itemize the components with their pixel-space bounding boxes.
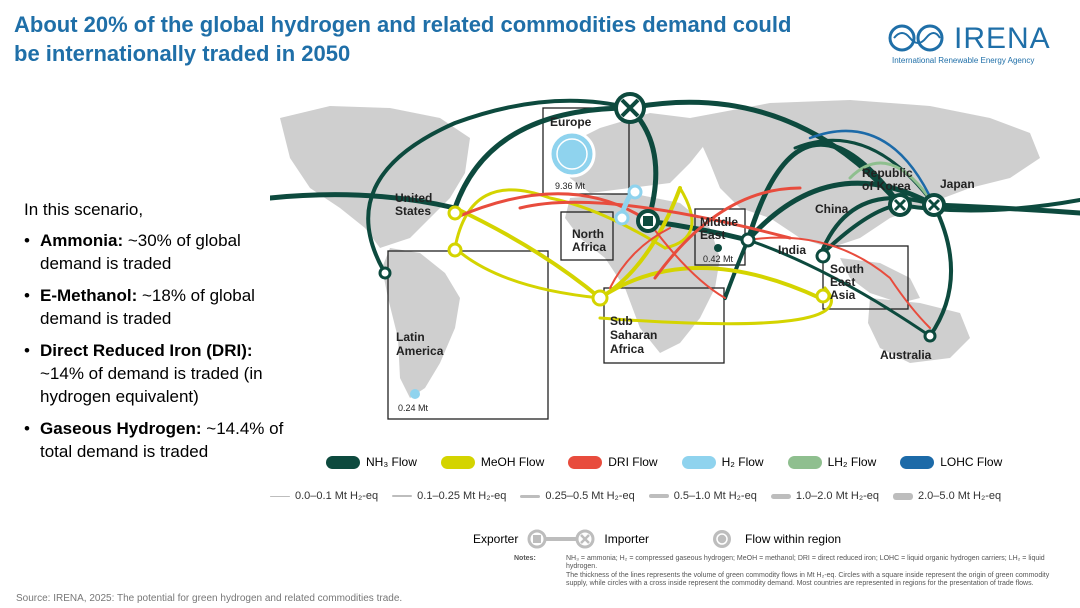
north-africa-box (560, 211, 614, 261)
label-ssa-1: Sub (610, 314, 633, 328)
thickness-2: 0.25–0.5 Mt H₂-eq (520, 490, 635, 502)
south-east-asia-box (822, 245, 909, 310)
middle-east-exporter-node (740, 232, 756, 248)
usa-node (447, 205, 463, 221)
label-north-africa-1: North (572, 227, 604, 241)
middle-east-bubble (714, 244, 722, 252)
north-africa-exporter-node (636, 209, 660, 233)
legend-lohc: LOHC Flow (900, 455, 1002, 469)
within-region-icon (713, 530, 732, 548)
within-region-label: Flow within region (745, 532, 842, 546)
thickness-0: 0.0–0.1 Mt H₂-eq (270, 490, 378, 502)
notes-line-1: NH₃ = ammonia; H₂ = compressed gaseous h… (566, 555, 1045, 571)
label-japan: Japan (940, 177, 975, 191)
korea-importer-node (888, 193, 912, 217)
node-legend: Exporter Importer Flow within region (473, 528, 841, 550)
label-latin-america-2: America (396, 344, 444, 358)
sea-meoh-node (815, 288, 831, 304)
scenario-item-methanol: E-Methanol: ~18% of global demand is tra… (24, 284, 284, 330)
legend-nh3: NH₃ Flow (326, 455, 417, 469)
page-title: About 20% of the global hydrogen and rel… (14, 12, 792, 66)
japan-importer-node (922, 193, 946, 217)
exporter-importer-icon (527, 529, 595, 549)
thickness-1: 0.1–0.25 Mt H₂-eq (392, 490, 506, 502)
label-middle-east-value: 0.42 Mt (703, 254, 734, 264)
lh2-lohc-flows (808, 129, 936, 207)
legend-dri: DRI Flow (568, 455, 658, 469)
label-united-states-1: United (395, 191, 432, 205)
trade-nodes (378, 92, 946, 399)
notes-label: Notes: (514, 555, 536, 562)
scenario-intro: In this scenario, (24, 200, 144, 219)
europe-h2-node-2 (627, 184, 643, 200)
label-middle-east-1: Middle (700, 215, 738, 229)
scenario-panel: In this scenario, Ammonia: ~30% of globa… (24, 198, 284, 472)
label-ssa-2: Saharan (610, 328, 657, 342)
europe-box (542, 107, 630, 195)
importer-label: Importer (604, 532, 650, 546)
latin-america-node (378, 266, 392, 280)
label-australia: Australia (880, 348, 932, 362)
logo-subtitle: International Renewable Energy Agency (892, 56, 1035, 65)
notes: Notes: NH₃ = ammonia; H₂ = compressed ga… (514, 555, 1064, 588)
europe-importer-node (614, 92, 646, 124)
legend-h2: H₂ Flow (681, 455, 764, 469)
label-ssa-3: Africa (610, 342, 644, 356)
scenario-item-dri: Direct Reduced Iron (DRI): ~14% of deman… (24, 339, 284, 408)
europe-h2-node (614, 210, 630, 226)
scenario-item-ammonia: Ammonia: ~30% of global demand is traded (24, 229, 284, 275)
label-china: China (815, 202, 849, 216)
sea-exporter-node (815, 248, 831, 264)
us-meoh-node (447, 242, 463, 258)
thickness-4: 1.0–2.0 Mt H₂-eq (770, 490, 879, 502)
source-note: Source: IRENA, 2025: The potential for g… (16, 593, 403, 604)
label-korea-2: of Korea (862, 179, 911, 193)
label-united-states-2: States (395, 204, 431, 218)
label-latin-america-1: Latin (396, 330, 425, 344)
logo-text: IRENA (954, 22, 1051, 55)
flow-legend: NH₃ Flow MeOH Flow DRI Flow H₂ Flow LH₂ … (326, 452, 1002, 472)
label-india: India (778, 243, 806, 257)
notes-line-2: The thickness of the lines represents th… (566, 571, 1050, 587)
label-north-africa-2: Africa (572, 240, 606, 254)
label-latin-america-value: 0.24 Mt (398, 403, 429, 413)
label-middle-east-2: East (700, 228, 725, 242)
scenario-item-hydrogen: Gaseous Hydrogen: ~14.4% of total demand… (24, 417, 284, 463)
latin-america-box (387, 250, 549, 420)
thickness-3: 0.5–1.0 Mt H₂-eq (648, 490, 757, 502)
label-sea-3: Asia (830, 288, 856, 302)
thickness-legend: 0.0–0.1 Mt H₂-eq 0.1–0.25 Mt H₂-eq 0.25–… (270, 490, 1001, 502)
australia-exporter-node (923, 329, 937, 343)
label-korea-1: Republic (862, 166, 913, 180)
label-sea-1: South (830, 262, 864, 276)
region-labels: Europe 9.36 Mt United States North Afric… (395, 115, 975, 413)
legend-lh2: LH₂ Flow (787, 455, 876, 469)
scenario-list: Ammonia: ~30% of global demand is traded… (24, 229, 284, 463)
label-europe-value: 9.36 Mt (555, 181, 586, 191)
label-sea-2: East (830, 275, 855, 289)
thickness-5: 2.0–5.0 Mt H₂-eq (893, 490, 1001, 502)
latin-america-bubble (410, 389, 420, 399)
label-europe: Europe (550, 115, 592, 129)
irena-logo-icon (888, 24, 944, 52)
sub-saharan-africa-box (603, 287, 725, 364)
legend-meoh: MeOH Flow (440, 455, 544, 469)
sub-saharan-node (591, 289, 609, 307)
exporter-label: Exporter (473, 532, 519, 546)
world-trade-map: Europe 9.36 Mt United States North Afric… (270, 92, 1080, 420)
